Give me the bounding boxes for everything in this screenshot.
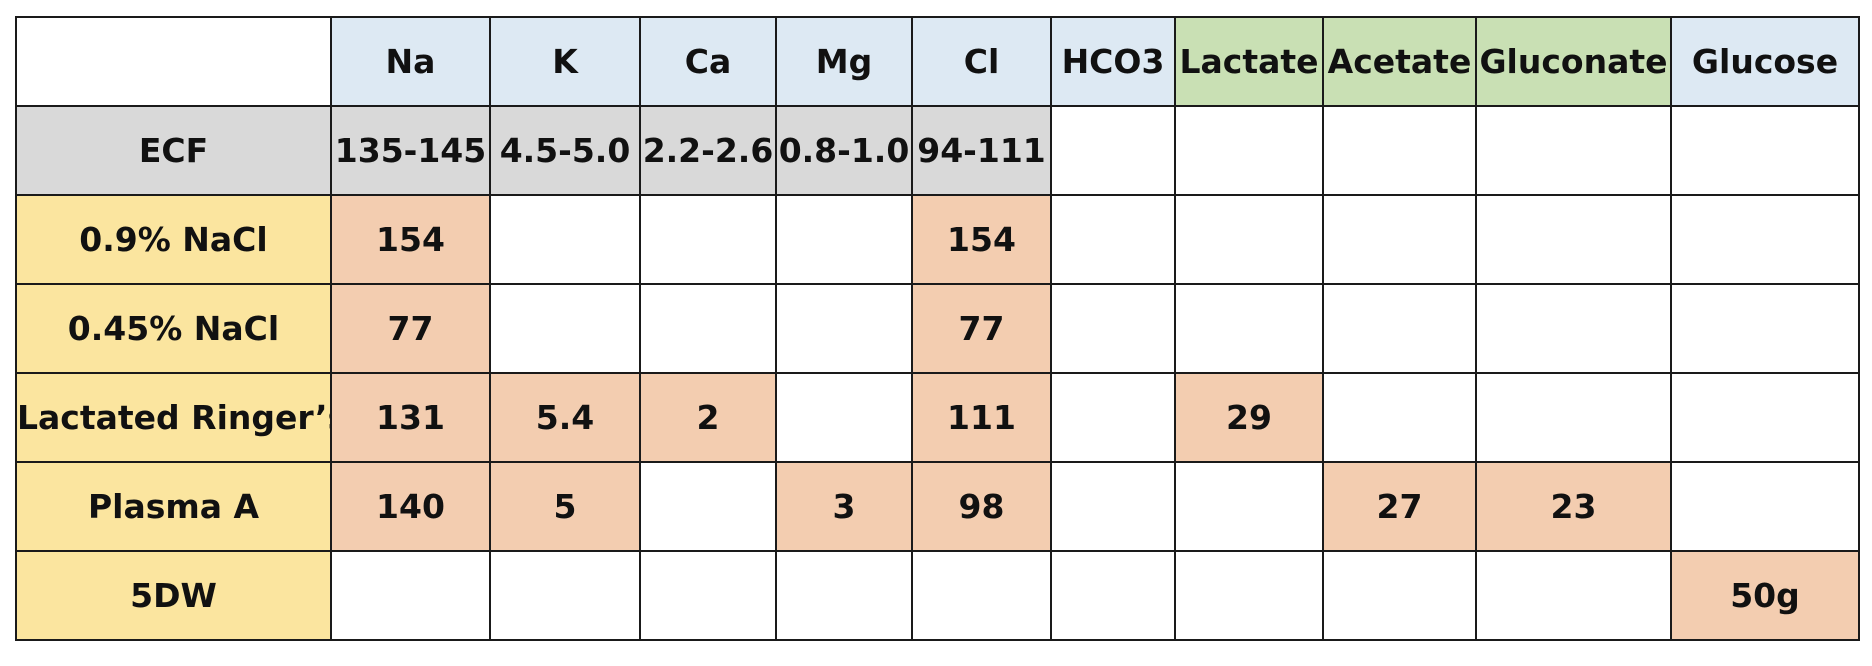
table-row-ecf: ECF 135-145 4.5-5.0 2.2-2.6 0.8-1.0 94-1… <box>15 105 1860 196</box>
table-cell <box>1050 550 1176 641</box>
table-cell <box>1475 194 1672 285</box>
table-cell: 135-145 <box>330 105 491 196</box>
header-cell-corner <box>15 16 332 107</box>
table-cell <box>1050 283 1176 374</box>
table-row-normal-saline: 0.9% NaCl 154 154 <box>15 194 1860 285</box>
table-row-lactated-ringers: Lactated Ringer’s 131 5.4 2 111 29 <box>15 372 1860 463</box>
fluid-composition-table: Na K Ca Mg Cl HCO3 Lactate Acetate Gluco… <box>15 16 1860 641</box>
table-row-5dw: 5DW 50g <box>15 550 1860 641</box>
table-cell <box>1670 283 1860 374</box>
table-cell: 4.5-5.0 <box>489 105 641 196</box>
table-cell <box>1050 105 1176 196</box>
table-cell: 77 <box>911 283 1052 374</box>
table-cell: 2.2-2.6 <box>639 105 777 196</box>
table-cell <box>1475 372 1672 463</box>
table-cell: 98 <box>911 461 1052 552</box>
table-cell: 111 <box>911 372 1052 463</box>
table-cell <box>1322 372 1477 463</box>
table-cell <box>1475 283 1672 374</box>
header-cell-na: Na <box>330 16 491 107</box>
table-cell <box>1174 550 1324 641</box>
row-label-plasma-a: Plasma A <box>15 461 332 552</box>
table-cell <box>1475 550 1672 641</box>
header-cell-k: K <box>489 16 641 107</box>
table-cell <box>775 194 913 285</box>
table-cell <box>1475 105 1672 196</box>
table-cell <box>1322 550 1477 641</box>
row-label-ecf: ECF <box>15 105 332 196</box>
table-cell <box>330 550 491 641</box>
table-cell: 50g <box>1670 550 1860 641</box>
table-cell <box>911 550 1052 641</box>
row-label-5dw: 5DW <box>15 550 332 641</box>
table-cell <box>639 194 777 285</box>
table-cell <box>639 461 777 552</box>
table-cell <box>1322 194 1477 285</box>
table-cell <box>1670 194 1860 285</box>
table-cell: 94-111 <box>911 105 1052 196</box>
table-cell <box>1174 105 1324 196</box>
table-cell: 3 <box>775 461 913 552</box>
table-row-half-saline: 0.45% NaCl 77 77 <box>15 283 1860 374</box>
table-cell <box>1670 105 1860 196</box>
table-cell <box>1670 372 1860 463</box>
table-cell <box>489 194 641 285</box>
table-cell <box>1174 461 1324 552</box>
table-cell <box>775 550 913 641</box>
table-cell <box>1174 283 1324 374</box>
table-cell <box>1050 194 1176 285</box>
header-cell-hco3: HCO3 <box>1050 16 1176 107</box>
table-cell: 2 <box>639 372 777 463</box>
table-cell: 5 <box>489 461 641 552</box>
table-cell <box>1670 461 1860 552</box>
row-label-normal-saline: 0.9% NaCl <box>15 194 332 285</box>
table-row-plasma-a: Plasma A 140 5 3 98 27 23 <box>15 461 1860 552</box>
table-cell: 77 <box>330 283 491 374</box>
table-cell: 5.4 <box>489 372 641 463</box>
table-cell: 23 <box>1475 461 1672 552</box>
header-cell-mg: Mg <box>775 16 913 107</box>
table-cell <box>489 283 641 374</box>
table-cell: 131 <box>330 372 491 463</box>
table-cell <box>1174 194 1324 285</box>
row-label-half-saline: 0.45% NaCl <box>15 283 332 374</box>
table-cell: 140 <box>330 461 491 552</box>
table-cell: 27 <box>1322 461 1477 552</box>
row-label-lactated-ringers: Lactated Ringer’s <box>15 372 332 463</box>
header-cell-glucose: Glucose <box>1670 16 1860 107</box>
table-cell <box>775 283 913 374</box>
header-row: Na K Ca Mg Cl HCO3 Lactate Acetate Gluco… <box>15 16 1860 107</box>
table-cell: 0.8-1.0 <box>775 105 913 196</box>
header-cell-gluconate: Gluconate <box>1475 16 1672 107</box>
header-cell-cl: Cl <box>911 16 1052 107</box>
table-cell: 154 <box>330 194 491 285</box>
table-cell <box>1322 283 1477 374</box>
table-cell: 29 <box>1174 372 1324 463</box>
table-cell: 154 <box>911 194 1052 285</box>
header-cell-acetate: Acetate <box>1322 16 1477 107</box>
header-cell-ca: Ca <box>639 16 777 107</box>
table-cell <box>1322 105 1477 196</box>
table-cell <box>1050 461 1176 552</box>
table-cell <box>489 550 641 641</box>
table-cell <box>1050 372 1176 463</box>
table-cell <box>775 372 913 463</box>
table-cell <box>639 283 777 374</box>
header-cell-lactate: Lactate <box>1174 16 1324 107</box>
table-cell <box>639 550 777 641</box>
